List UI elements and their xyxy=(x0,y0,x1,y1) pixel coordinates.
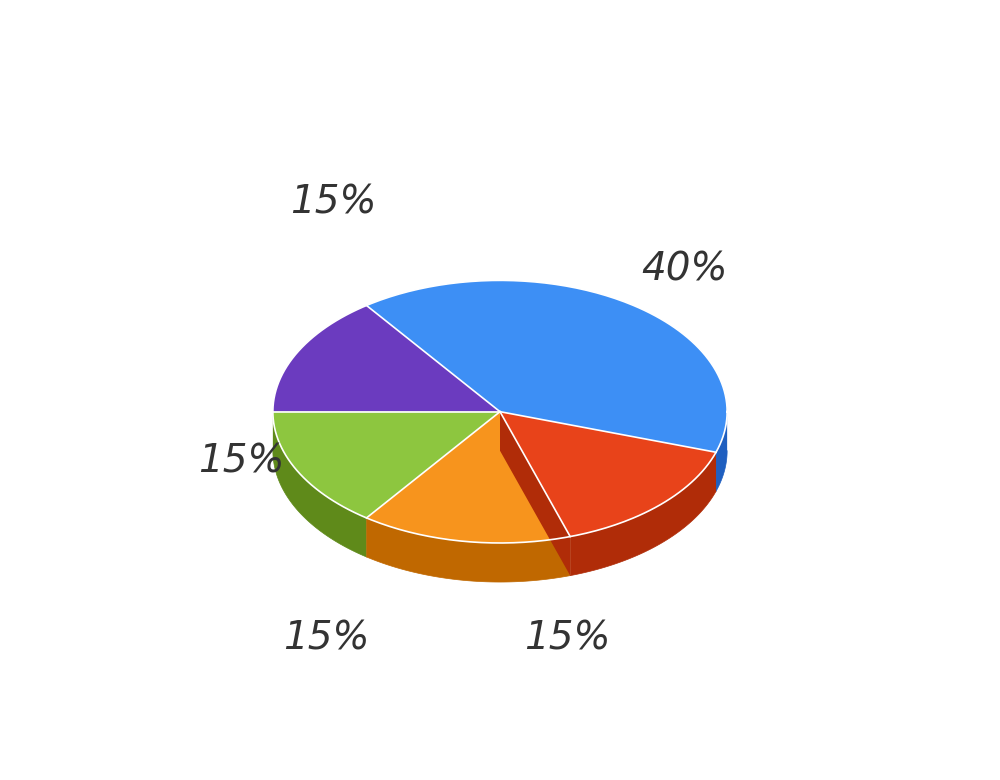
Text: 15%: 15% xyxy=(283,620,369,658)
Polygon shape xyxy=(273,306,500,412)
Polygon shape xyxy=(500,412,716,491)
Polygon shape xyxy=(273,412,500,518)
Polygon shape xyxy=(273,412,366,557)
Text: 15%: 15% xyxy=(198,442,284,480)
Polygon shape xyxy=(366,518,570,582)
Text: ®: ® xyxy=(48,737,97,753)
Text: 15%: 15% xyxy=(290,183,376,222)
Text: VectorStock.com/44153601: VectorStock.com/44153601 xyxy=(701,736,950,754)
Polygon shape xyxy=(500,412,716,537)
Text: VectorStock: VectorStock xyxy=(50,733,220,757)
Polygon shape xyxy=(366,412,500,557)
Polygon shape xyxy=(366,412,570,543)
Text: 15%: 15% xyxy=(524,620,611,658)
Polygon shape xyxy=(500,412,716,491)
Polygon shape xyxy=(366,280,727,452)
Polygon shape xyxy=(500,412,570,576)
Polygon shape xyxy=(716,412,727,491)
Text: 40%: 40% xyxy=(641,250,728,289)
Polygon shape xyxy=(366,412,500,557)
Polygon shape xyxy=(500,412,570,576)
Polygon shape xyxy=(570,452,716,576)
